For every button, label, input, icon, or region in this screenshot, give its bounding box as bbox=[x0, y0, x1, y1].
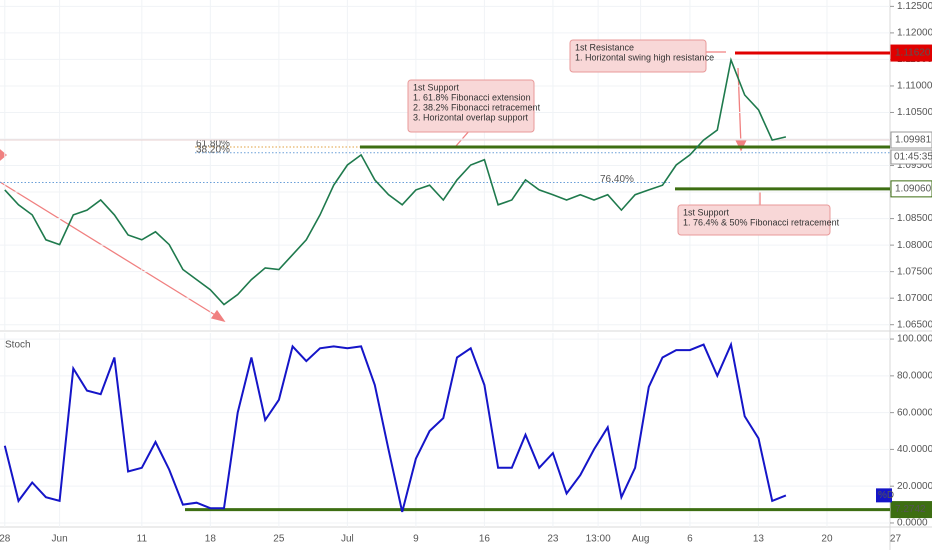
level-label-box bbox=[890, 44, 932, 62]
callout-box bbox=[677, 204, 831, 236]
level-label: 1.11620 bbox=[895, 48, 931, 59]
arrowhead bbox=[0, 149, 8, 161]
y-tick-label: 1.09500 bbox=[897, 160, 932, 171]
x-tick-label: 18 bbox=[205, 534, 217, 545]
callout-text: 3. Horizontal overlap support bbox=[413, 112, 529, 122]
y-tick-label: 100.0000 bbox=[897, 334, 932, 345]
callout-text: 1st Support bbox=[683, 207, 730, 217]
series-line bbox=[3, 341, 787, 513]
level-label: 1.09060 bbox=[895, 184, 932, 195]
callout-text: 1. 61.8% Fibonacci extension bbox=[413, 92, 531, 102]
x-tick-label: 11 bbox=[137, 534, 148, 545]
x-tick-label: Aug bbox=[632, 534, 650, 545]
x-tick-label: 27 bbox=[890, 534, 902, 545]
y-tick-label: 1.07000 bbox=[897, 293, 932, 304]
series-tag: %D bbox=[878, 490, 894, 501]
level-label-box bbox=[890, 180, 932, 198]
fib-label: 61.80% bbox=[196, 139, 230, 150]
fib-label: 38.20% bbox=[196, 144, 230, 155]
y-tick-label: 40.0000 bbox=[897, 444, 932, 455]
x-tick-label: 16 bbox=[479, 534, 491, 545]
arrow bbox=[0, 181, 221, 319]
y-tick-label: 60.0000 bbox=[897, 407, 932, 418]
series-line bbox=[4, 57, 787, 306]
x-tick-label: 13 bbox=[753, 534, 765, 545]
arrow bbox=[455, 129, 471, 147]
callout-text: 1st Support bbox=[413, 82, 460, 92]
y-tick-label: 1.12000 bbox=[897, 28, 932, 39]
callout-box bbox=[569, 39, 707, 73]
countdown-box bbox=[890, 149, 932, 165]
fib-label: 76.40% bbox=[600, 174, 634, 185]
level-label-box bbox=[890, 131, 932, 149]
level-label: 1.09981 bbox=[895, 135, 932, 146]
x-tick-label: Jun bbox=[52, 534, 68, 545]
level-label: 7.2742 bbox=[895, 504, 926, 515]
y-tick-label: 1.08500 bbox=[897, 213, 932, 224]
callout-text: 1. Horizontal swing high resistance bbox=[575, 52, 714, 62]
y-tick-label: 1.06500 bbox=[897, 319, 932, 330]
arrowhead bbox=[210, 309, 226, 323]
pane-title: Stoch bbox=[5, 340, 31, 351]
y-tick-label: 1.12500 bbox=[897, 1, 932, 12]
series-tag-box bbox=[876, 488, 892, 503]
level-label-box bbox=[890, 501, 932, 519]
y-tick-label: 1.10500 bbox=[897, 107, 932, 118]
callout-box bbox=[407, 79, 535, 133]
x-tick-label: 28 bbox=[0, 534, 11, 545]
x-tick-label: 20 bbox=[821, 534, 833, 545]
y-tick-label: 80.0000 bbox=[897, 370, 932, 381]
x-tick-label: Jul bbox=[341, 534, 354, 545]
x-tick-label: 25 bbox=[273, 534, 285, 545]
x-tick-label: 6 bbox=[687, 534, 693, 545]
y-tick-label: 1.11000 bbox=[897, 81, 932, 92]
y-tick-label: 0.0000 bbox=[897, 518, 928, 529]
callout-text: 2. 38.2% Fibonacci retracement bbox=[413, 102, 541, 112]
callout-text: 1st Resistance bbox=[575, 42, 634, 52]
callout-text: 1. 76.4% & 50% Fibonacci retracement bbox=[683, 217, 840, 227]
x-tick-label: 13:00 bbox=[586, 534, 611, 545]
countdown: 01:45:35 bbox=[894, 152, 932, 163]
y-tick-label: 1.07500 bbox=[897, 266, 932, 277]
y-tick-label: 20.0000 bbox=[897, 481, 932, 492]
x-tick-label: 9 bbox=[413, 534, 419, 545]
x-tick-label: 23 bbox=[547, 534, 559, 545]
y-tick-label: 1.08000 bbox=[897, 240, 932, 251]
